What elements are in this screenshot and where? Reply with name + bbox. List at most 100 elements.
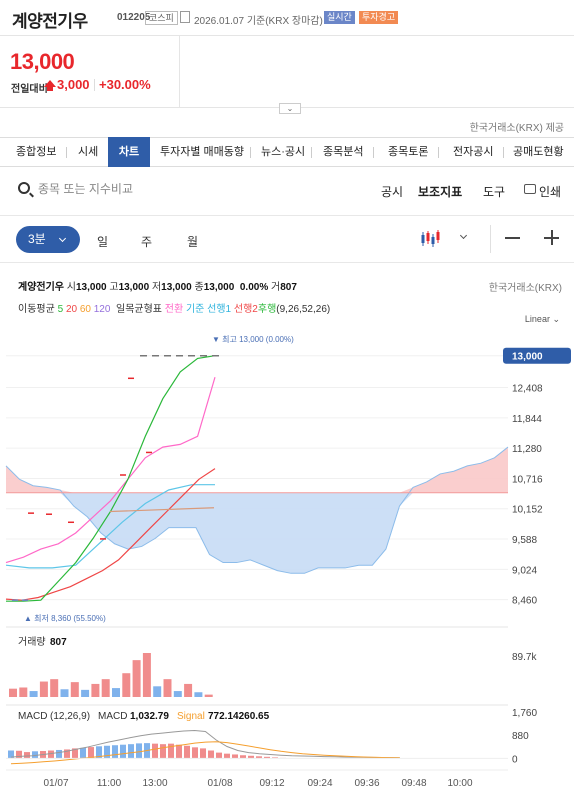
macd-histogram-bar bbox=[168, 743, 174, 759]
ma60-line bbox=[109, 507, 215, 513]
volume-bar bbox=[50, 679, 59, 697]
macd-histogram-bar bbox=[176, 744, 182, 759]
volume-bar bbox=[9, 688, 17, 697]
volume-bar bbox=[194, 692, 203, 697]
tab-news[interactable]: 뉴스·공시 bbox=[261, 146, 306, 158]
zoom-in-icon[interactable] bbox=[551, 230, 553, 245]
base-line bbox=[5, 484, 215, 569]
macd-histogram-bar bbox=[232, 754, 238, 759]
period-month[interactable]: 월 bbox=[187, 235, 199, 249]
ma-label: 이동평균 bbox=[18, 304, 55, 315]
tab-dart[interactable]: 전자공시 bbox=[453, 146, 494, 158]
price-box bbox=[0, 36, 180, 107]
macd-histogram-bar bbox=[104, 745, 110, 759]
low-value: 13,000 bbox=[161, 282, 192, 293]
macd-histogram-bar bbox=[272, 757, 278, 759]
tab-analysis[interactable]: 종목분석 bbox=[323, 146, 364, 158]
stock-code: 012205 bbox=[117, 12, 151, 23]
volume-bar bbox=[122, 673, 131, 697]
volume-value: 807 bbox=[280, 282, 297, 293]
compare-search-input[interactable] bbox=[38, 178, 238, 200]
tab-short-selling[interactable]: 공매도현황 bbox=[513, 146, 564, 158]
ma60-legend: 60 bbox=[79, 304, 91, 315]
period-dropdown[interactable]: 3분 bbox=[16, 226, 80, 253]
ma20-line bbox=[5, 468, 216, 601]
stock-header bbox=[0, 0, 574, 36]
realtime-badge: 실시간 bbox=[324, 11, 355, 24]
macd-line bbox=[10, 729, 400, 759]
date-text: 2026.01.07 기준(KRX 장마감) bbox=[194, 16, 323, 27]
divider bbox=[0, 215, 574, 216]
period-day[interactable]: 일 bbox=[97, 235, 109, 249]
exchange-label: 한국거래소(KRX) bbox=[488, 283, 562, 294]
candlestick-icon[interactable] bbox=[420, 229, 442, 249]
period-week[interactable]: 주 bbox=[141, 235, 153, 249]
tab-investor-trading[interactable]: 투자자별 매매동향 bbox=[160, 146, 245, 158]
volume-bar bbox=[204, 694, 213, 697]
macd-histogram-bar bbox=[32, 751, 38, 759]
macd-histogram-bar bbox=[216, 752, 222, 759]
time-tick: 13:00 bbox=[142, 778, 167, 789]
time-tick: 09:12 bbox=[259, 778, 284, 789]
volume-label: 거 bbox=[271, 282, 281, 293]
ichimoku-params: (9,26,52,26) bbox=[276, 304, 331, 315]
ma120-legend: 120 bbox=[93, 304, 111, 315]
macd-histogram-bar bbox=[96, 746, 102, 759]
ma5-legend: 5 bbox=[57, 304, 64, 315]
volume-bar bbox=[112, 688, 120, 697]
ichimoku-label: 일목균형표 bbox=[116, 304, 162, 315]
price-tick: 10,152 bbox=[512, 505, 543, 516]
macd-histogram-bar bbox=[152, 743, 158, 759]
volume-bars bbox=[9, 653, 213, 697]
volume-bar bbox=[19, 687, 28, 697]
volume-bar bbox=[163, 679, 172, 697]
disclosure-button[interactable]: 공시 bbox=[381, 185, 404, 199]
tab-discussion[interactable]: 종목토론 bbox=[388, 146, 429, 158]
current-price-tag bbox=[503, 347, 571, 364]
data-provider: 한국거래소(KRX) 제공 bbox=[469, 123, 564, 134]
close-label: 종 bbox=[194, 282, 204, 293]
time-tick: 10:00 bbox=[447, 778, 472, 789]
divider bbox=[94, 79, 95, 91]
ma20-legend: 20 bbox=[65, 304, 78, 315]
tab-overview[interactable]: 종합정보 bbox=[16, 146, 57, 158]
price-lines bbox=[5, 354, 219, 602]
change-value: 3,000 bbox=[57, 77, 90, 92]
open-label: 시 bbox=[66, 282, 76, 293]
calendar-icon bbox=[180, 11, 190, 23]
indicators-button[interactable]: 보조지표 bbox=[418, 185, 463, 199]
divider bbox=[250, 147, 251, 158]
close-value: 13,000 bbox=[203, 282, 235, 293]
chart-area[interactable]: 13,000 12,408 11,844 11,280 10,716 10,152 9,58… bbox=[0, 325, 574, 808]
volume-bar bbox=[101, 679, 110, 697]
time-tick: 01/07 bbox=[43, 778, 68, 789]
scale-dropdown[interactable]: Linear ⌄ bbox=[524, 314, 560, 324]
time-tick: 09:24 bbox=[307, 778, 332, 789]
price-tick: 12,408 bbox=[512, 384, 543, 395]
print-icon[interactable] bbox=[524, 184, 536, 194]
macd-histogram-bar bbox=[120, 744, 126, 759]
print-button[interactable]: 인쇄 bbox=[539, 185, 562, 199]
tab-chart[interactable]: 차트 bbox=[108, 137, 150, 167]
macd-histogram-bar bbox=[112, 745, 118, 759]
macd-title: MACD bbox=[18, 711, 47, 722]
tab-quotes[interactable]: 시세 bbox=[78, 146, 99, 158]
pct-value: 0.00% bbox=[239, 282, 269, 293]
volume-title: 거래량 bbox=[18, 636, 46, 648]
high-annotation: ▼ 최고 13,000 (0.00%) bbox=[212, 334, 294, 344]
chevron-down-icon[interactable] bbox=[459, 231, 468, 240]
expand-button[interactable]: ⌄ bbox=[279, 103, 301, 114]
macd-histogram-bar bbox=[264, 756, 270, 759]
price-annotations: ▼ 최고 13,000 (0.00%) ▲ 최저 8,360 (55.50%) bbox=[24, 334, 294, 623]
tools-button[interactable]: 도구 bbox=[483, 185, 506, 199]
search-icon[interactable] bbox=[18, 182, 30, 194]
macd-histogram-bar bbox=[248, 755, 254, 759]
time-tick: 11:00 bbox=[97, 778, 122, 789]
signal-label: Signal bbox=[177, 711, 205, 722]
current-price: 13,000 bbox=[10, 49, 75, 74]
price-axis: 13,000 12,408 11,844 11,280 10,716 10,152 9,58… bbox=[503, 347, 571, 607]
time-tick: 01/08 bbox=[207, 778, 232, 789]
macd-tick: 880 bbox=[512, 731, 529, 742]
up-arrow-stem bbox=[47, 87, 53, 91]
zoom-out-icon[interactable] bbox=[505, 237, 520, 239]
